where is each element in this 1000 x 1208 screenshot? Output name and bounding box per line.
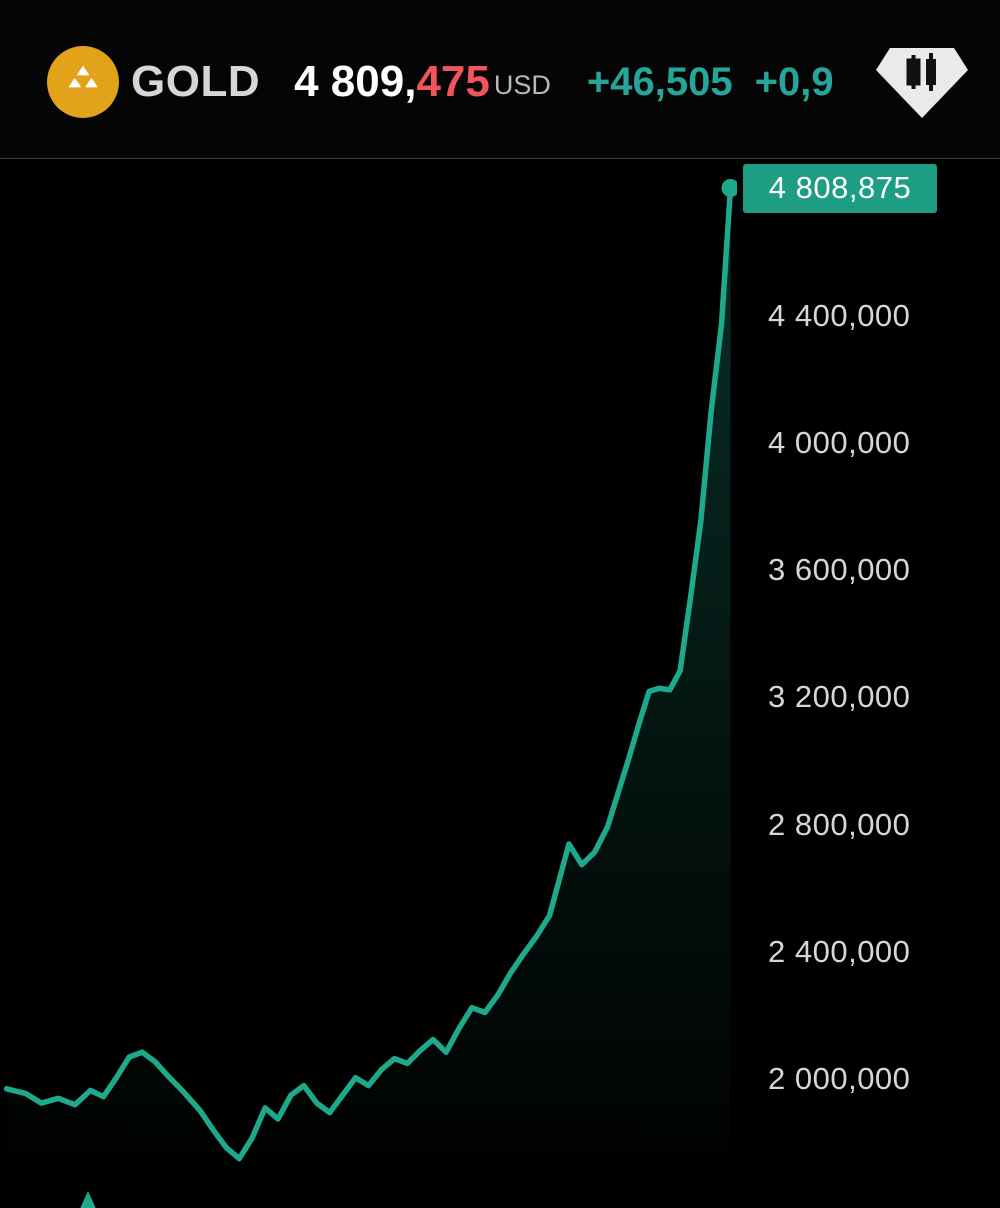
area-series: [3, 179, 737, 1208]
gold-bars-icon: [47, 46, 119, 118]
price-axis[interactable]: 4 808,875 2 000,000 2 400,000 2 800,000 3 2…: [737, 159, 1000, 1208]
price-decimal-part: 475: [416, 57, 490, 106]
last-price-badge: 4 808,875: [743, 163, 937, 213]
symbol-name[interactable]: GOLD: [131, 57, 261, 106]
price-axis-label: 4 400,000: [768, 297, 911, 333]
currency-label: USD: [493, 69, 551, 100]
price-axis-label: 3 200,000: [768, 679, 911, 715]
change-absolute: +46,505: [586, 59, 733, 104]
price-axis-label: 2 800,000: [768, 806, 911, 842]
quote-line: GOLD 4 809, 475 USD +46,505 +0,9: [131, 46, 834, 118]
price-chart[interactable]: 4 808,875 2 000,000 2 400,000 2 800,000 3 2…: [0, 159, 1000, 1208]
price-axis-label: 3 600,000: [768, 552, 911, 588]
series-line: [3, 185, 734, 1162]
price-integer-part: 4 809,: [294, 57, 417, 106]
last-price-dot: [721, 179, 737, 197]
price-axis-label: 4 000,000: [768, 425, 911, 461]
change-percent: +0,9: [754, 59, 834, 104]
last-price-value: 4 808,875: [768, 170, 912, 206]
series-fill: [6, 188, 731, 1208]
price-axis-label: 2 400,000: [768, 933, 911, 969]
chart-plot-area[interactable]: [0, 159, 737, 1208]
price-axis-label: 2 000,000: [768, 1060, 911, 1096]
tradingview-logo-watermark: [46, 1189, 150, 1208]
diamond-candlestick-icon[interactable]: [876, 38, 968, 122]
quote-header: GOLD 4 809, 475 USD +46,505 +0,9: [0, 0, 1000, 159]
